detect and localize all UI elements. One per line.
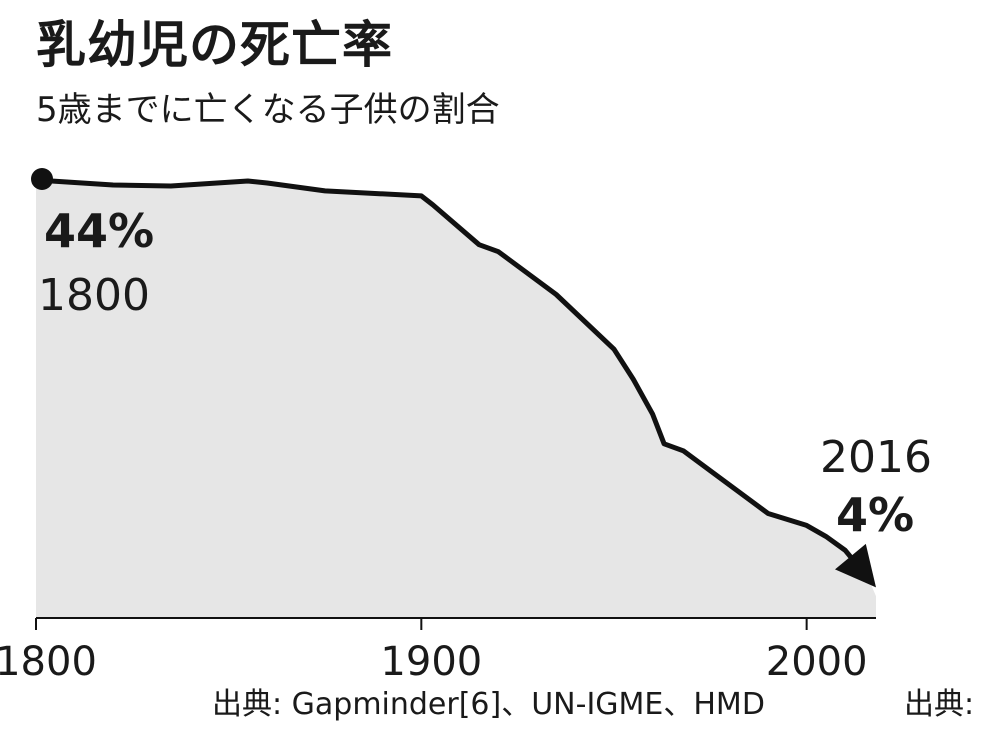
start-point-marker xyxy=(31,168,53,190)
end-value-label: 4% xyxy=(836,488,915,542)
chart-subtitle: 5歳までに亡くなる子供の割合 xyxy=(36,90,500,130)
x-tick-label: 1800 xyxy=(0,639,97,685)
x-axis-ticks xyxy=(35,618,808,630)
chart-title: 乳幼児の死亡率 xyxy=(36,16,393,74)
end-year-label: 2016 xyxy=(820,432,932,483)
mortality-area xyxy=(36,180,876,618)
x-tick-label: 2000 xyxy=(765,639,868,685)
mortality-line xyxy=(33,177,858,566)
start-year-label: 1800 xyxy=(38,270,150,321)
end-arrow-marker xyxy=(835,543,876,588)
source-note: 出典: Gapminder[6]、UN-IGME、HMD xyxy=(212,687,765,722)
start-value-label: 44% xyxy=(44,204,155,258)
source-note-truncated: 出典: xyxy=(904,687,975,722)
x-tick-label: 1900 xyxy=(380,639,483,685)
